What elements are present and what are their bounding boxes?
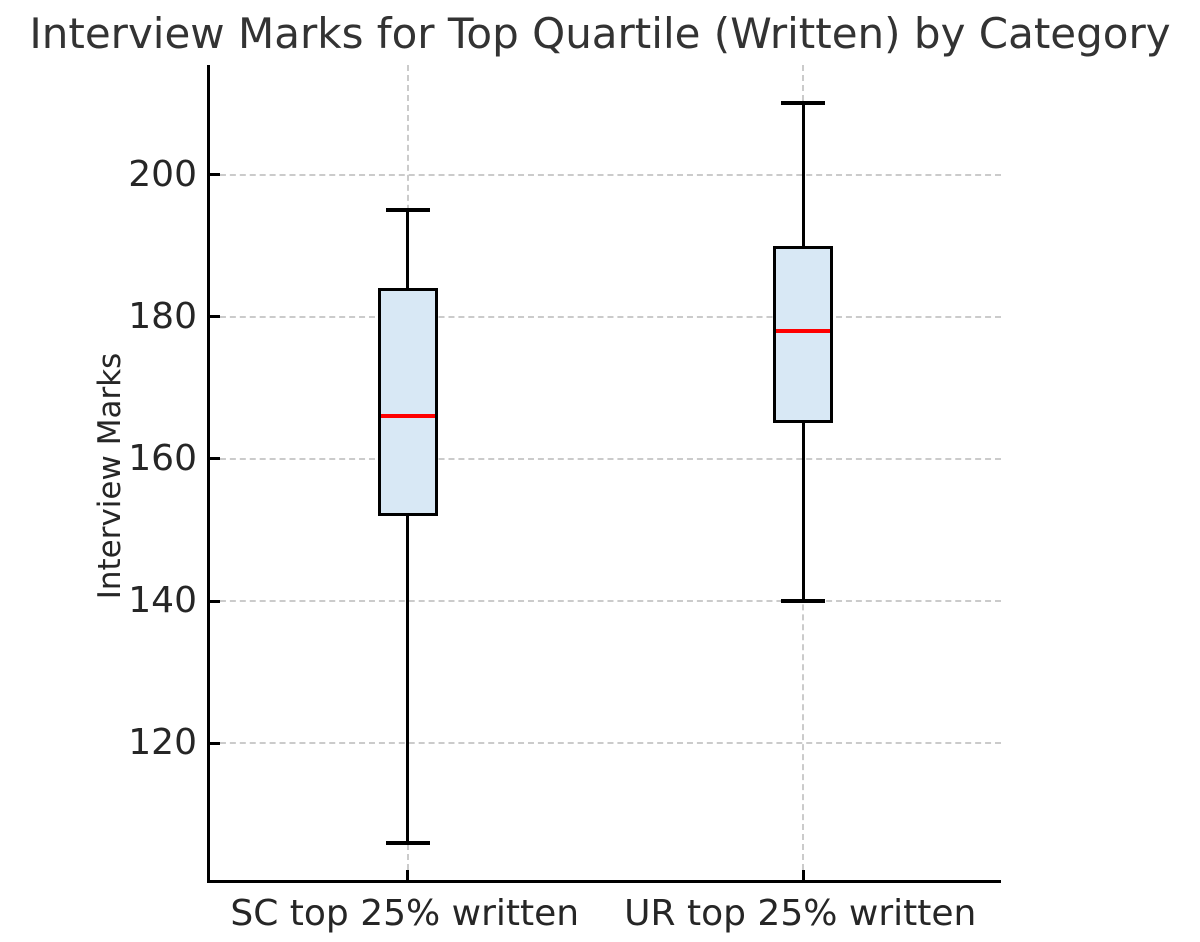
x-tick-label: UR top 25% written <box>624 893 977 934</box>
y-tick <box>210 173 220 177</box>
x-tick-label: SC top 25% written <box>230 893 580 934</box>
plot-area <box>207 65 1001 883</box>
x-tick <box>801 870 805 880</box>
y-tick-label: 120 <box>128 722 197 764</box>
y-tick <box>210 457 220 461</box>
y-tick <box>210 599 220 603</box>
iqr-box <box>377 288 438 516</box>
median-line <box>380 414 435 419</box>
x-tick <box>406 870 410 880</box>
lower-whisker <box>406 515 410 843</box>
y-tick-label: 140 <box>128 580 197 622</box>
median-line <box>776 328 831 333</box>
upper-whisker <box>801 103 805 246</box>
y-gridline <box>210 173 1001 176</box>
upper-whisker <box>406 210 410 289</box>
upper-cap <box>781 101 826 106</box>
y-tick-label: 160 <box>128 437 197 479</box>
lower-cap <box>781 599 826 604</box>
y-tick <box>210 315 220 319</box>
y-gridline <box>210 600 1001 603</box>
iqr-box <box>773 245 834 424</box>
lower-cap <box>385 841 430 846</box>
chart-title: Interview Marks for Top Quartile (Writte… <box>29 9 1171 58</box>
y-gridline <box>210 742 1001 745</box>
lower-whisker <box>801 423 805 602</box>
y-gridline <box>210 315 1001 318</box>
y-tick-label: 180 <box>128 295 197 337</box>
y-tick-label: 200 <box>128 153 197 195</box>
y-tick <box>210 741 220 745</box>
upper-cap <box>385 208 430 213</box>
y-gridline <box>210 457 1001 460</box>
